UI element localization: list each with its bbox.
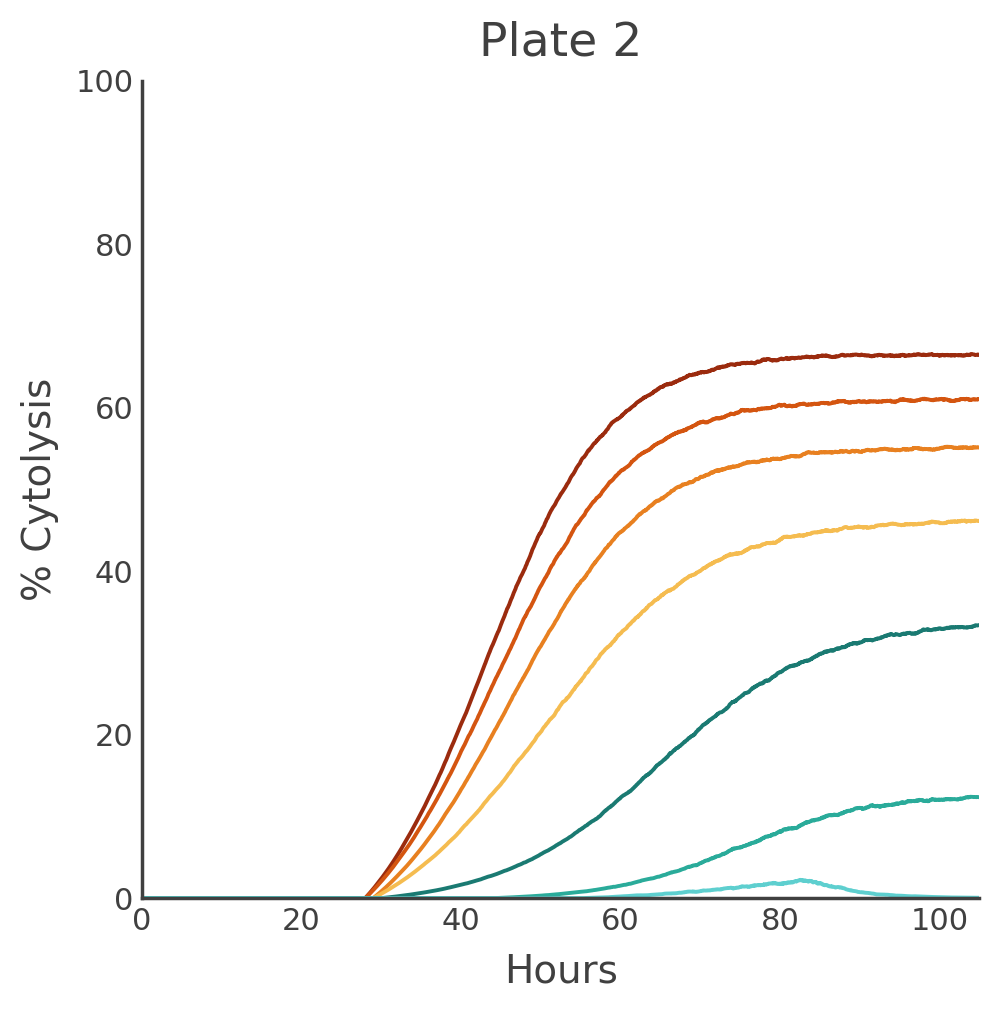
Title: Plate 2: Plate 2 [479, 21, 642, 66]
Y-axis label: % Cytolysis: % Cytolysis [21, 378, 59, 602]
X-axis label: Hours: Hours [504, 952, 618, 990]
